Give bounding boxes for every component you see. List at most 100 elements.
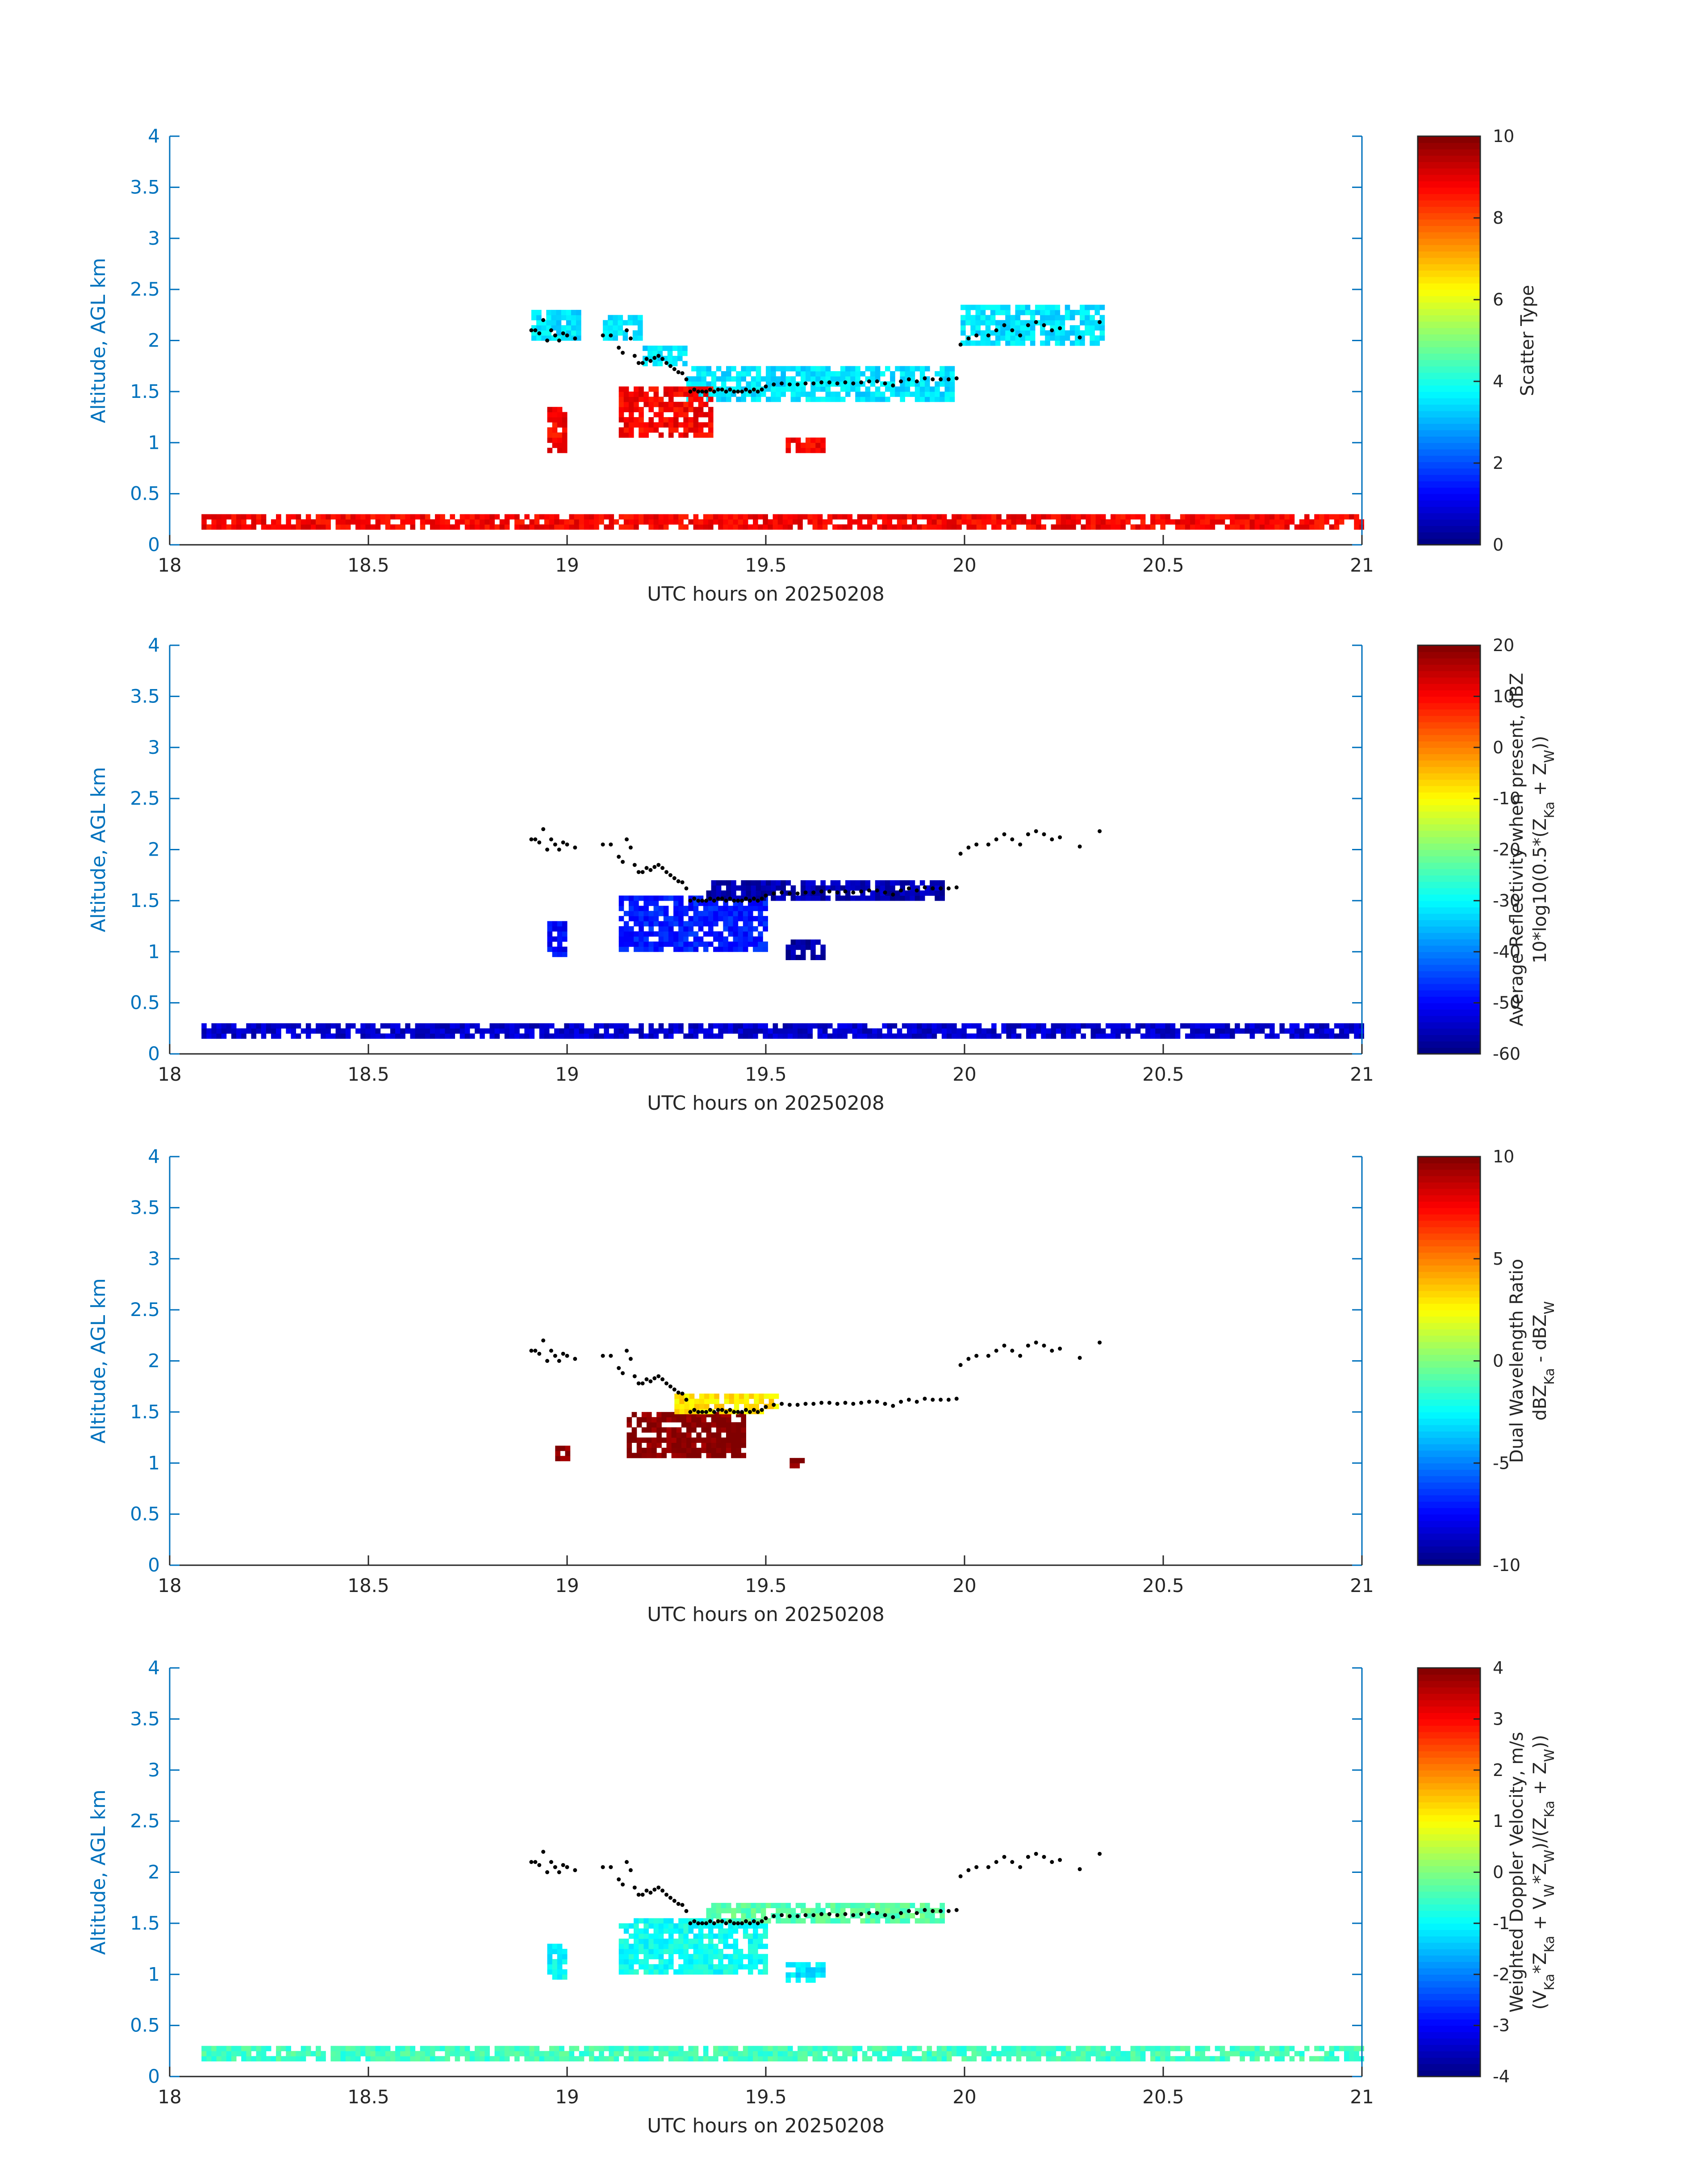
- heatmap-cell: [711, 1437, 717, 1443]
- heatmap-cell: [475, 2046, 480, 2052]
- heatmap-cell: [905, 371, 910, 377]
- heatmap-cell: [547, 1949, 553, 1954]
- heatmap-cell: [658, 1969, 664, 1975]
- heatmap-cell: [634, 417, 639, 422]
- heatmap-cell: [1339, 514, 1345, 520]
- heatmap-cell: [703, 1964, 709, 1970]
- heatmap-cell: [698, 936, 704, 942]
- heatmap-cell: [541, 335, 547, 341]
- heatmap-cell: [440, 519, 445, 525]
- heatmap-cell: [691, 1437, 697, 1443]
- heatmap-cell: [986, 519, 992, 525]
- heatmap-cell: [890, 895, 895, 901]
- x-tick-label: 19.5: [745, 2086, 787, 2108]
- heatmap-cell: [653, 427, 659, 433]
- heatmap-cell: [653, 397, 659, 402]
- overlay-point: [692, 1408, 697, 1412]
- heatmap-cell: [800, 376, 806, 382]
- heatmap-cell: [1065, 514, 1071, 520]
- heatmap-cell: [758, 1933, 763, 1939]
- heatmap-cell: [623, 936, 629, 942]
- heatmap-cell: [1205, 2046, 1211, 2052]
- overlay-point: [906, 377, 911, 381]
- heatmap-cell: [1160, 1028, 1165, 1034]
- heatmap-cell: [696, 1432, 702, 1438]
- heatmap-cell: [825, 381, 831, 387]
- heatmap-cell: [663, 895, 669, 901]
- heatmap-cell: [795, 371, 801, 377]
- heatmap-cell: [840, 1908, 846, 1914]
- overlay-point: [565, 333, 569, 338]
- heatmap-cell: [706, 1437, 712, 1443]
- colorbar-segment: [1418, 1469, 1480, 1476]
- heatmap-cell: [1165, 1033, 1171, 1039]
- heatmap-cell: [609, 2056, 614, 2062]
- heatmap-cell: [639, 895, 644, 901]
- heatmap-cell: [345, 2046, 351, 2052]
- heatmap-cell: [766, 366, 771, 372]
- heatmap-cell: [380, 514, 386, 520]
- heatmap-cell: [666, 1447, 672, 1453]
- heatmap-cell: [673, 931, 679, 937]
- x-tick-label: 19.5: [745, 554, 787, 576]
- heatmap-cell: [623, 524, 629, 530]
- heatmap-cell: [905, 386, 910, 392]
- heatmap-cell: [576, 330, 581, 336]
- heatmap-cell: [574, 2046, 580, 2052]
- heatmap-cell: [316, 524, 321, 530]
- heatmap-cell: [340, 514, 346, 520]
- heatmap-cell: [832, 1033, 838, 1039]
- heatmap-cell: [776, 366, 781, 372]
- heatmap-cell: [430, 524, 435, 530]
- heatmap-cell: [820, 944, 826, 950]
- overlay-point: [1002, 1855, 1006, 1859]
- heatmap-cell: [733, 1028, 739, 1034]
- heatmap-cell: [870, 371, 876, 377]
- heatmap-cell: [877, 1028, 882, 1034]
- heatmap-cell: [658, 1023, 664, 1029]
- heatmap-cell: [966, 524, 972, 530]
- overlay-point: [923, 376, 927, 380]
- heatmap-cell: [524, 524, 530, 530]
- overlay-point: [851, 1913, 856, 1918]
- heatmap-cell: [1190, 514, 1195, 520]
- heatmap-cell: [810, 391, 816, 397]
- heatmap-cell: [584, 2046, 589, 2052]
- overlay-point: [668, 1384, 672, 1389]
- overlay-point: [946, 1909, 951, 1913]
- colorbar-segment: [1418, 443, 1480, 450]
- heatmap-cell: [201, 1033, 207, 1039]
- heatmap-cell: [546, 325, 551, 331]
- heatmap-cell: [663, 1943, 669, 1949]
- heatmap-cell: [842, 1023, 848, 1029]
- heatmap-cell: [571, 309, 576, 315]
- heatmap-cell: [718, 1028, 723, 1034]
- heatmap-cell: [862, 514, 868, 520]
- heatmap-cell: [882, 1023, 887, 1029]
- heatmap-cell: [599, 519, 604, 525]
- heatmap-cell: [771, 391, 776, 397]
- heatmap-cell: [743, 1954, 748, 1960]
- overlay-point: [891, 1404, 895, 1408]
- overlay-point: [1034, 829, 1038, 833]
- y-tick-label: 3.5: [130, 1196, 160, 1218]
- heatmap-cell: [820, 880, 826, 886]
- heatmap-cell: [912, 1033, 917, 1039]
- heatmap-cell: [440, 1033, 445, 1039]
- heatmap-cell: [552, 1964, 558, 1970]
- heatmap-cell: [632, 315, 638, 321]
- heatmap-cell: [713, 2056, 718, 2062]
- heatmap-cell: [648, 1954, 654, 1960]
- heatmap-cell: [676, 1447, 682, 1453]
- heatmap-cell: [445, 2051, 450, 2056]
- heatmap-cell: [975, 330, 981, 336]
- heatmap-cell: [1249, 519, 1255, 525]
- heatmap-cell: [806, 1967, 811, 1973]
- heatmap-cell: [708, 1923, 714, 1929]
- colorbar-segment: [1418, 219, 1480, 226]
- heatmap-cell: [628, 1933, 634, 1939]
- heatmap-cell: [832, 2056, 838, 2062]
- heatmap-cell: [499, 2056, 505, 2062]
- heatmap-cell: [723, 1918, 728, 1924]
- heatmap-cell: [802, 1033, 808, 1039]
